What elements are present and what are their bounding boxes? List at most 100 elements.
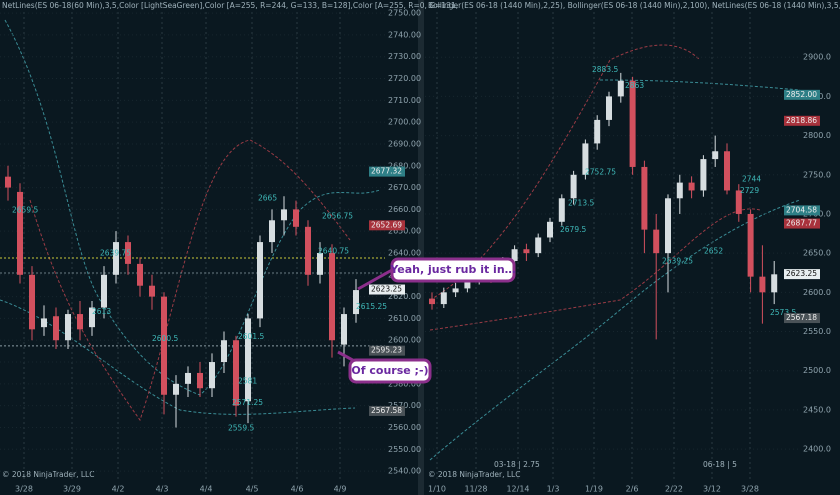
price-marker xyxy=(369,284,405,295)
callout-box xyxy=(348,358,432,384)
level-label: 2652 xyxy=(704,247,723,256)
y-tick-label: 2690.00 xyxy=(388,139,421,148)
x-tick-label: 4/2 xyxy=(112,485,125,494)
band xyxy=(429,199,801,461)
x-tick-label: 11/28 xyxy=(464,485,487,494)
candle-body xyxy=(149,285,155,297)
price-marker xyxy=(369,405,405,416)
x-tick-label: 12/14 xyxy=(506,485,529,494)
x-tick-label: 3/28 xyxy=(741,485,759,494)
y-tick-label: 2650.0 xyxy=(803,249,831,258)
candle-body xyxy=(665,198,671,254)
session-label: 03-18 | 2.75 xyxy=(494,460,540,469)
price-marker-label: 2677.32 xyxy=(371,167,402,176)
candle-body xyxy=(617,80,624,97)
candle-body xyxy=(101,274,107,308)
candle-body xyxy=(137,263,143,286)
y-tick-label: 2720.00 xyxy=(388,74,421,83)
y-tick-label: 2670.00 xyxy=(388,183,421,192)
candle-body xyxy=(535,237,542,254)
candle-body xyxy=(547,221,553,238)
candle-body xyxy=(293,209,299,227)
x-tick-label: 4/3 xyxy=(156,485,169,494)
x-tick-label: 4/9 xyxy=(334,485,347,494)
y-tick-label: 2570.00 xyxy=(388,401,421,410)
y-tick-label: 2560.00 xyxy=(388,423,421,432)
y-tick-label: 2620.00 xyxy=(388,292,421,301)
y-tick-label: 2600.0 xyxy=(803,288,831,297)
callout-box xyxy=(390,257,516,283)
candle-body xyxy=(353,290,359,315)
y-tick-label: 2750.0 xyxy=(803,170,831,179)
candle-body xyxy=(281,209,287,221)
level-label: 2615.25 xyxy=(356,302,387,311)
y-tick-label: 2600.00 xyxy=(388,336,421,345)
candle-body xyxy=(747,213,754,277)
callout: Yeah, just rub it in… Of course ;-) xyxy=(337,257,516,384)
candle-body xyxy=(700,159,707,191)
x-tick-label: 4/5 xyxy=(246,485,259,494)
candle-body xyxy=(464,280,471,289)
candle-body xyxy=(641,166,648,230)
candle-body xyxy=(712,151,719,160)
candle-body xyxy=(317,252,323,275)
price-marker xyxy=(369,345,405,356)
candle-body xyxy=(53,316,59,341)
price-marker-label: 2652.69 xyxy=(371,220,402,229)
y-tick-label: 2610.00 xyxy=(388,314,421,323)
level-label: 2729 xyxy=(740,186,759,195)
candle-body xyxy=(759,276,766,293)
candle-body xyxy=(341,314,347,345)
level-label: 2656.75 xyxy=(322,211,353,220)
price-marker-label: 2567.58 xyxy=(371,406,402,415)
price-marker xyxy=(784,313,820,324)
session-label: 06-18 | 5 xyxy=(703,460,737,469)
level-label: 2559.5 xyxy=(228,424,254,433)
candle-body xyxy=(77,314,83,330)
price-marker-label: 2818.86 xyxy=(786,116,817,125)
price-marker xyxy=(369,220,405,231)
candle-body xyxy=(173,383,179,395)
level-label: 2639.75 xyxy=(100,249,131,258)
candle-body xyxy=(17,191,23,275)
callout-arrow xyxy=(357,268,393,291)
price-marker-label: 2704.58 xyxy=(786,205,817,214)
candle-body xyxy=(606,96,612,120)
candle-body xyxy=(209,362,215,389)
price-marker xyxy=(784,205,820,216)
candle-body xyxy=(676,182,683,199)
candle-body xyxy=(65,314,71,341)
x-tick-label: 4/6 xyxy=(291,485,304,494)
candle-body xyxy=(511,249,518,261)
panel-header: Bollinger(ES 06-18 (1440 Min),2,25), Bol… xyxy=(428,1,840,10)
price-marker-label: 2567.18 xyxy=(786,313,817,322)
candle-body xyxy=(41,318,47,328)
level-label: 2713.5 xyxy=(568,198,594,207)
footer: © 2018 NinjaTrader, LLC xyxy=(428,470,520,479)
y-tick-label: 2740.00 xyxy=(388,30,421,39)
candle-body xyxy=(329,252,335,341)
candle-body xyxy=(245,318,251,402)
candle-body xyxy=(185,372,191,384)
candle-body xyxy=(233,340,239,406)
level-label: 2665 xyxy=(258,193,277,202)
panel-header: NetLines(ES 06-18(60 Min),3,5,Color [Lig… xyxy=(2,1,458,10)
callout-text: Of course ;-) xyxy=(351,364,428,377)
y-tick-label: 2680.00 xyxy=(388,161,421,170)
candle-body xyxy=(269,220,275,243)
x-tick-label: 3/28 xyxy=(15,485,33,494)
y-tick-label: 2660.00 xyxy=(388,205,421,214)
splitter xyxy=(418,0,424,495)
candle-body xyxy=(5,176,11,188)
candle-body xyxy=(653,229,660,254)
band xyxy=(4,19,381,396)
candle-body xyxy=(429,298,435,305)
y-tick-label: 2730.00 xyxy=(388,52,421,61)
x-tick-label: 1/19 xyxy=(585,485,603,494)
candle-body xyxy=(305,226,311,275)
callout-text: Yeah, just rub it in… xyxy=(389,263,515,276)
level-label: 2863 xyxy=(625,81,644,90)
candle-body xyxy=(724,151,730,191)
footer: © 2018 NinjaTrader, LLC xyxy=(2,470,94,479)
price-marker-label: 2852.00 xyxy=(786,90,817,99)
